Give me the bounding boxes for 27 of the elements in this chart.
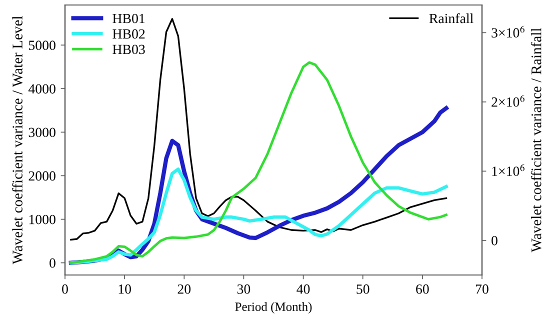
legend-label: HB03 <box>112 44 145 54</box>
x-tick-label: 70 <box>476 284 488 294</box>
x-tick-label: 40 <box>296 284 310 294</box>
y-tick-label: 2000 <box>28 171 56 181</box>
y-tick-label: 1000 <box>29 214 56 224</box>
x-tick-label: 60 <box>416 284 429 294</box>
x-tick-label: 10 <box>118 284 131 294</box>
x-tick-label: 50 <box>356 284 370 294</box>
y-tick-label: 5000 <box>29 40 56 50</box>
legend-label: HB02 <box>112 29 145 39</box>
x-tick-label: 0 <box>62 284 68 294</box>
legend-label: HB01 <box>112 14 145 24</box>
line-series <box>69 168 448 264</box>
y-tick-label: 0 <box>50 258 56 268</box>
y-axis-title: Wavelet coefficient variance / Water Level <box>12 16 23 264</box>
y2-tick-label: 0 <box>492 236 498 246</box>
y2-tick-label: 2×10$^{6}$ <box>492 95 524 107</box>
line-series <box>70 61 448 264</box>
x-tick-label: 20 <box>178 284 191 294</box>
x-axis-title: Period (Month) <box>235 302 312 314</box>
x-tick-label: 30 <box>237 284 250 294</box>
y-tick-label: 3000 <box>28 128 56 138</box>
y2-axis-title: Wavelet coefficient variance / Rainfall <box>530 28 542 252</box>
y2-tick-label: 1×10$^{6}$ <box>492 164 524 176</box>
legend-label: Rainfall <box>429 13 474 24</box>
y2-tick-label: 3×10$^{6}$ <box>492 26 524 38</box>
y-tick-label: 4000 <box>28 84 56 94</box>
